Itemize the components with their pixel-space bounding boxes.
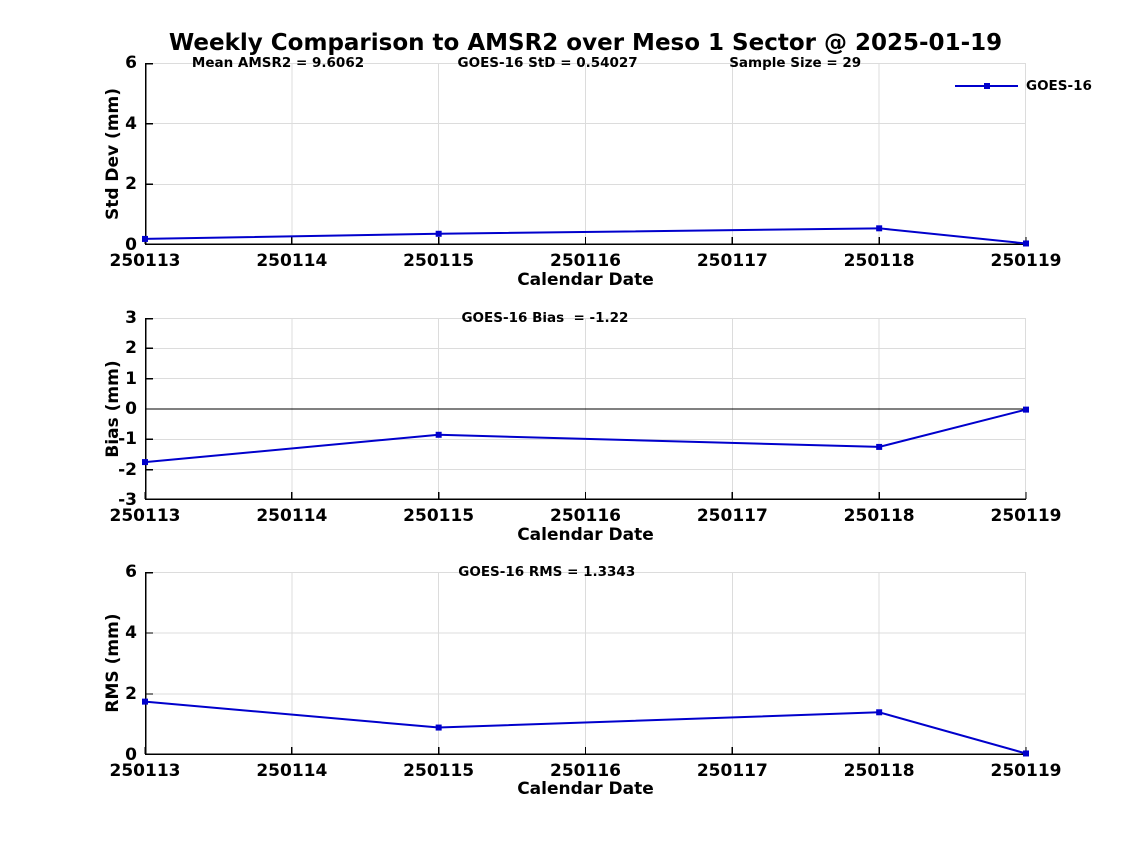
annotation-rms: GOES-16 RMS = 1.3343 <box>458 564 636 580</box>
y-tick-label: 4 <box>125 623 137 643</box>
data-point-marker <box>435 431 442 438</box>
legend: GOES-16 <box>955 78 1092 94</box>
x-tick-label: 250119 <box>990 251 1062 271</box>
series-line-goes-16 <box>144 700 1027 755</box>
x-tick-label: 250114 <box>256 251 328 271</box>
legend-label: GOES-16 <box>1026 78 1092 94</box>
y-tick-label: 6 <box>125 53 137 73</box>
x-tick-label: 250116 <box>550 506 621 526</box>
plot-area-bias <box>142 317 1029 501</box>
legend-line-sample <box>955 83 1018 89</box>
x-tick-label: 250119 <box>990 761 1062 781</box>
annotation-stddev: GOES-16 StD = 0.54027 <box>457 55 638 71</box>
data-point-marker <box>876 225 883 232</box>
x-tick-label: 250117 <box>696 761 768 781</box>
x-tick-label: 250114 <box>256 761 328 781</box>
y-tick-label: 6 <box>125 562 137 582</box>
x-tick-label: 250115 <box>403 761 475 781</box>
x-tick-label: 250119 <box>990 506 1062 526</box>
data-point-marker <box>142 698 148 705</box>
y-tick-label: 2 <box>125 684 137 704</box>
y-tick-label: 2 <box>125 338 137 359</box>
x-tick-label: 250113 <box>109 761 181 781</box>
x-tick-label: 250117 <box>696 251 768 271</box>
data-point-marker <box>1023 240 1029 247</box>
data-point-marker <box>1023 750 1029 757</box>
x-tick-label: 250118 <box>843 761 915 781</box>
y-axis-label-stddev: Std Dev (mm) <box>103 87 123 221</box>
annotation-bias: GOES-16 Bias = -1.22 <box>461 310 629 326</box>
plot-area-stddev <box>142 62 1029 247</box>
data-point-marker <box>142 235 148 242</box>
data-point-marker <box>142 459 148 466</box>
y-tick-label: -2 <box>118 459 137 480</box>
x-axis-label-bias: Calendar Date <box>517 525 654 545</box>
x-axis-label-rms: Calendar Date <box>517 779 654 799</box>
x-tick-label: 250114 <box>256 506 328 526</box>
legend-marker-icon <box>983 83 990 89</box>
data-point-marker <box>876 443 883 450</box>
y-tick-label: 0 <box>125 745 137 765</box>
y-tick-label: 1 <box>125 368 137 389</box>
data-point-marker <box>435 230 442 237</box>
data-point-marker <box>435 724 442 731</box>
x-tick-label: 250116 <box>550 761 621 781</box>
series-line-goes-16 <box>144 227 1027 245</box>
plot-area-rms <box>142 571 1029 757</box>
x-axis-label-stddev: Calendar Date <box>517 270 654 290</box>
y-tick-label: 4 <box>125 113 137 134</box>
y-tick-label: 2 <box>125 174 137 195</box>
x-tick-label: 250113 <box>109 251 181 271</box>
x-tick-label: 250116 <box>550 251 621 271</box>
x-tick-label: 250115 <box>403 251 475 271</box>
annotation-stddev: Sample Size = 29 <box>729 55 862 71</box>
data-point-marker <box>876 709 883 716</box>
y-tick-label: 0 <box>125 399 137 419</box>
x-tick-label: 250118 <box>843 251 915 271</box>
series-line-goes-16 <box>144 408 1027 464</box>
y-tick-label: 3 <box>125 308 137 328</box>
y-tick-label: -3 <box>118 490 137 510</box>
data-point-marker <box>1023 406 1029 413</box>
x-tick-label: 250113 <box>109 506 181 526</box>
annotation-stddev: Mean AMSR2 = 9.6062 <box>191 55 365 71</box>
figure-title: Weekly Comparison to AMSR2 over Meso 1 S… <box>168 30 1003 56</box>
x-tick-label: 250118 <box>843 506 915 526</box>
x-tick-label: 250117 <box>696 506 768 526</box>
y-tick-label: 0 <box>125 235 137 255</box>
x-tick-label: 250115 <box>403 506 475 526</box>
y-tick-label: -1 <box>118 429 137 450</box>
